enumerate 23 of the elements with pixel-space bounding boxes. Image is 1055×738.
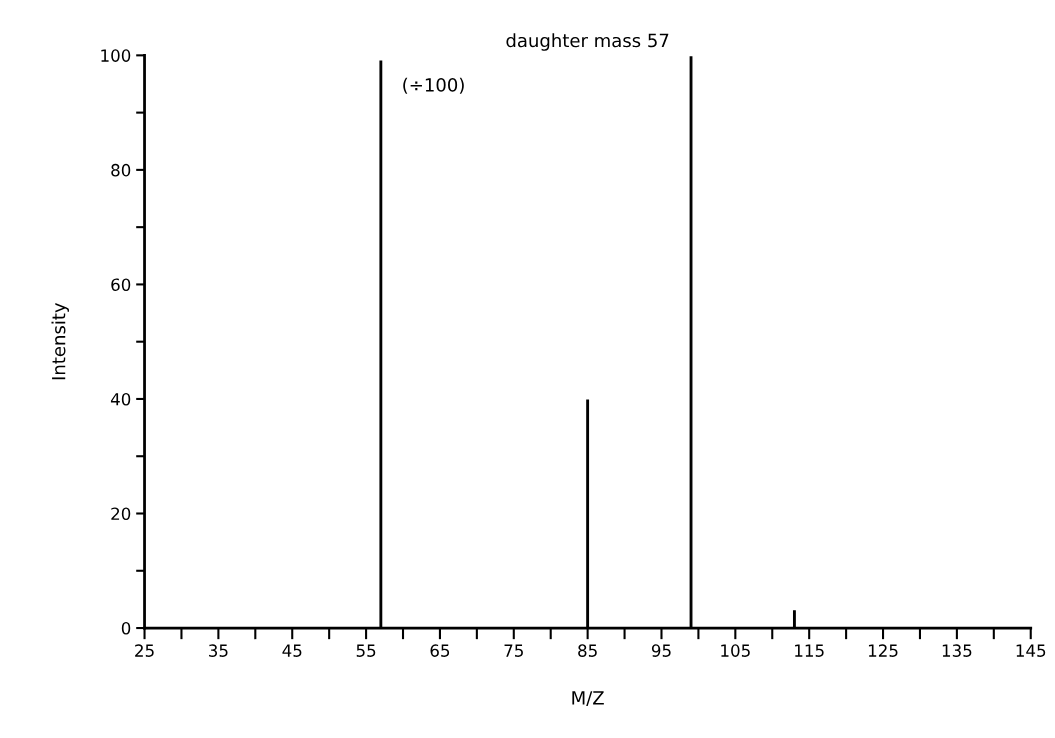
x-tick-label: 85 <box>578 644 597 657</box>
y-tick-label: 20 <box>111 507 131 521</box>
x-tick-label: 45 <box>282 644 302 657</box>
x-tick-label: 35 <box>209 644 228 657</box>
x-tick-label: 55 <box>356 644 376 657</box>
x-tick-label: 95 <box>651 644 671 657</box>
x-tick-label: 25 <box>135 644 154 657</box>
x-tick-label: 135 <box>942 644 972 657</box>
x-tick-label: 125 <box>868 644 898 657</box>
y-tick-label: 60 <box>111 278 131 291</box>
x-tick-label: 75 <box>504 644 523 657</box>
y-axis-title: Intensity <box>51 302 69 380</box>
annotation: (÷100) <box>403 77 464 94</box>
chart-title: daughter mass 57 <box>506 33 669 51</box>
x-tick-label: 115 <box>795 644 824 657</box>
x-tick-label: 145 <box>1016 644 1046 657</box>
y-tick-label: 40 <box>110 392 131 406</box>
y-tick-label: 0 <box>121 622 131 635</box>
y-tick-label: 100 <box>101 49 131 62</box>
x-axis-title: M/Z <box>572 691 604 707</box>
x-tick-label: 105 <box>721 644 750 657</box>
y-tick-label: 80 <box>111 163 131 177</box>
x-tick-label: 65 <box>430 644 450 657</box>
